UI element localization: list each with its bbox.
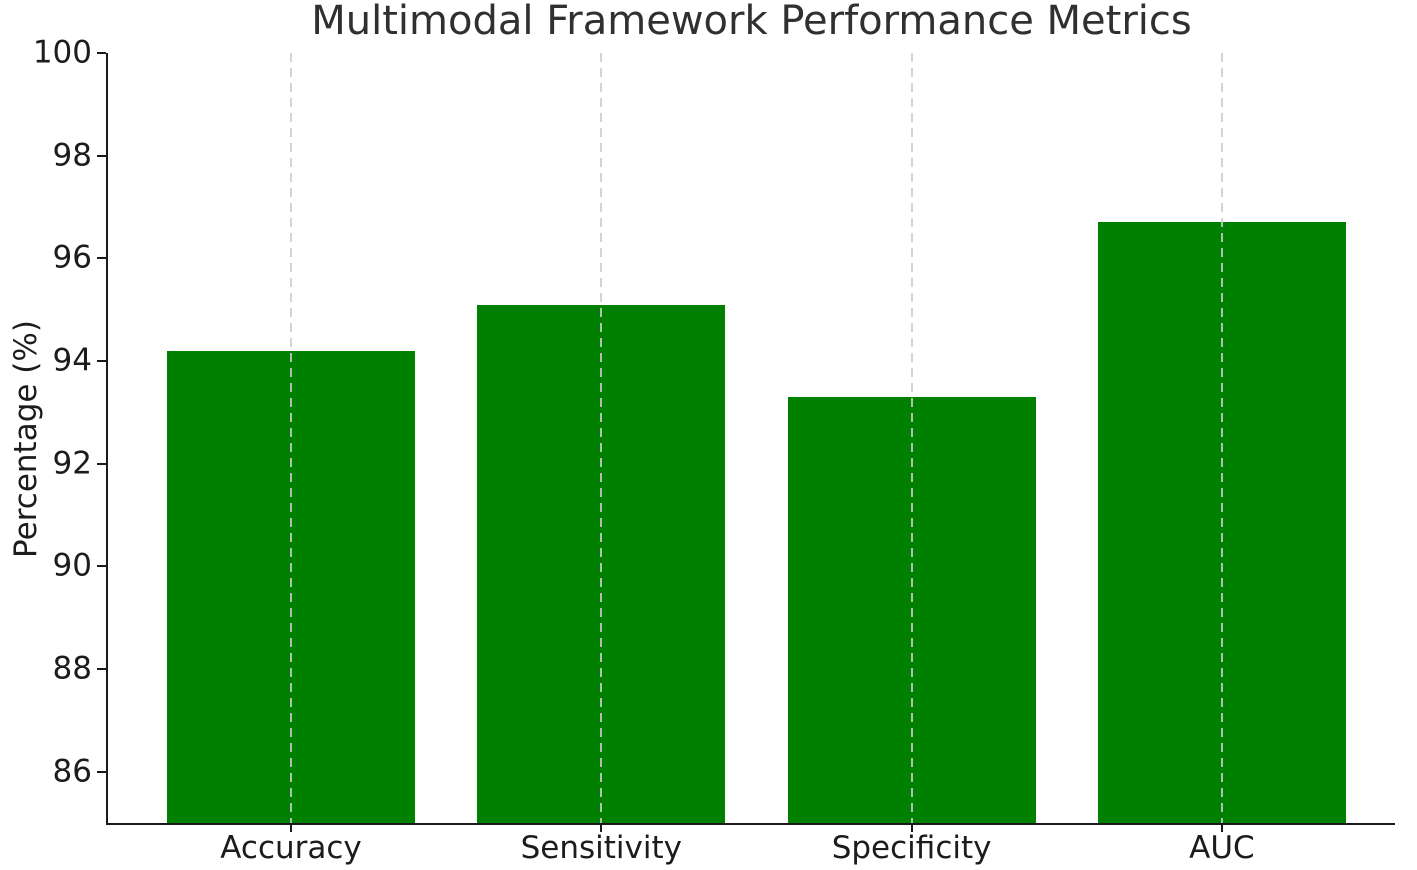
y-tick-mark [97,770,106,773]
chart-title: Multimodal Framework Performance Metrics [311,0,1192,44]
plot-area: Accuracy Sensitivity Specificity AUC 86 88 90 9… [33,37,1395,864]
x-tick-label-accuracy: Accuracy [220,830,362,866]
y-tick-label: 90 [52,547,92,584]
y-tick-label: 96 [52,239,92,276]
x-tick-mark [910,823,913,832]
y-tick-label: 94 [52,342,92,379]
y-tick-mark [97,462,106,465]
x-tick-mark [600,823,603,832]
x-tick-mark [290,823,292,832]
y-tick-mark [97,565,106,568]
x-tick-mark [1220,823,1223,832]
y-axis-label: Percentage (%) [8,320,44,558]
gridline-accuracy [290,53,292,823]
x-tick-label-auc: AUC [1189,830,1255,866]
x-tick-label-specificity: Specificity [831,830,992,866]
y-tick-label: 88 [52,650,92,687]
y-tick-mark [97,360,106,362]
gridline-sensitivity [600,53,603,823]
y-tick-mark [97,52,106,54]
gridline-auc [1220,53,1223,823]
y-tick-label: 86 [52,753,92,790]
y-tick-mark [97,154,106,157]
y-tick-label: 92 [52,445,92,482]
x-tick-label-sensitivity: Sensitivity [520,830,682,866]
gridline-specificity [910,53,913,823]
y-tick-mark [97,257,106,260]
y-tick-mark [97,668,106,670]
y-tick-label: 100 [32,34,92,71]
y-tick-label: 98 [52,137,92,174]
